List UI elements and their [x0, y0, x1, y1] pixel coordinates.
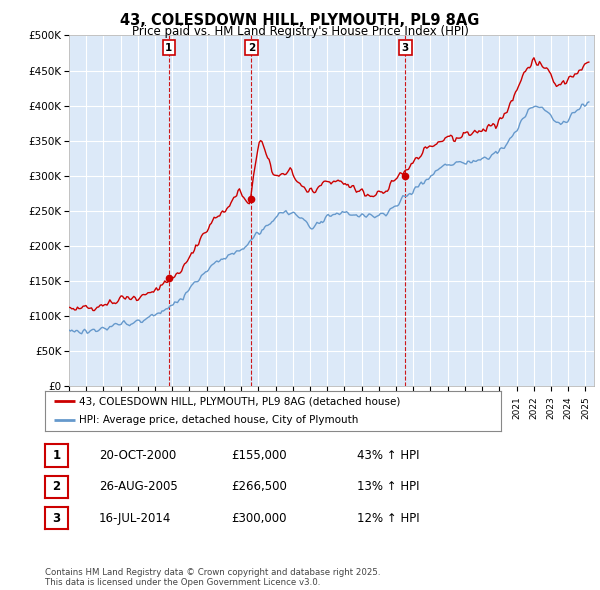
Text: 26-AUG-2005: 26-AUG-2005	[99, 480, 178, 493]
Text: 2: 2	[52, 480, 61, 493]
Text: 3: 3	[402, 42, 409, 53]
Text: £266,500: £266,500	[231, 480, 287, 493]
Text: 1: 1	[165, 42, 172, 53]
Text: 13% ↑ HPI: 13% ↑ HPI	[357, 480, 419, 493]
Text: 12% ↑ HPI: 12% ↑ HPI	[357, 512, 419, 525]
Text: £300,000: £300,000	[231, 512, 287, 525]
Text: 2: 2	[248, 42, 255, 53]
Text: 43, COLESDOWN HILL, PLYMOUTH, PL9 8AG (detached house): 43, COLESDOWN HILL, PLYMOUTH, PL9 8AG (d…	[79, 396, 401, 407]
Text: 43, COLESDOWN HILL, PLYMOUTH, PL9 8AG: 43, COLESDOWN HILL, PLYMOUTH, PL9 8AG	[121, 13, 479, 28]
Text: Contains HM Land Registry data © Crown copyright and database right 2025.
This d: Contains HM Land Registry data © Crown c…	[45, 568, 380, 587]
Text: 3: 3	[52, 512, 61, 525]
Text: HPI: Average price, detached house, City of Plymouth: HPI: Average price, detached house, City…	[79, 415, 359, 425]
Text: 1: 1	[52, 449, 61, 462]
Text: £155,000: £155,000	[231, 449, 287, 462]
Text: 43% ↑ HPI: 43% ↑ HPI	[357, 449, 419, 462]
Text: 20-OCT-2000: 20-OCT-2000	[99, 449, 176, 462]
Text: 16-JUL-2014: 16-JUL-2014	[99, 512, 172, 525]
Text: Price paid vs. HM Land Registry's House Price Index (HPI): Price paid vs. HM Land Registry's House …	[131, 25, 469, 38]
